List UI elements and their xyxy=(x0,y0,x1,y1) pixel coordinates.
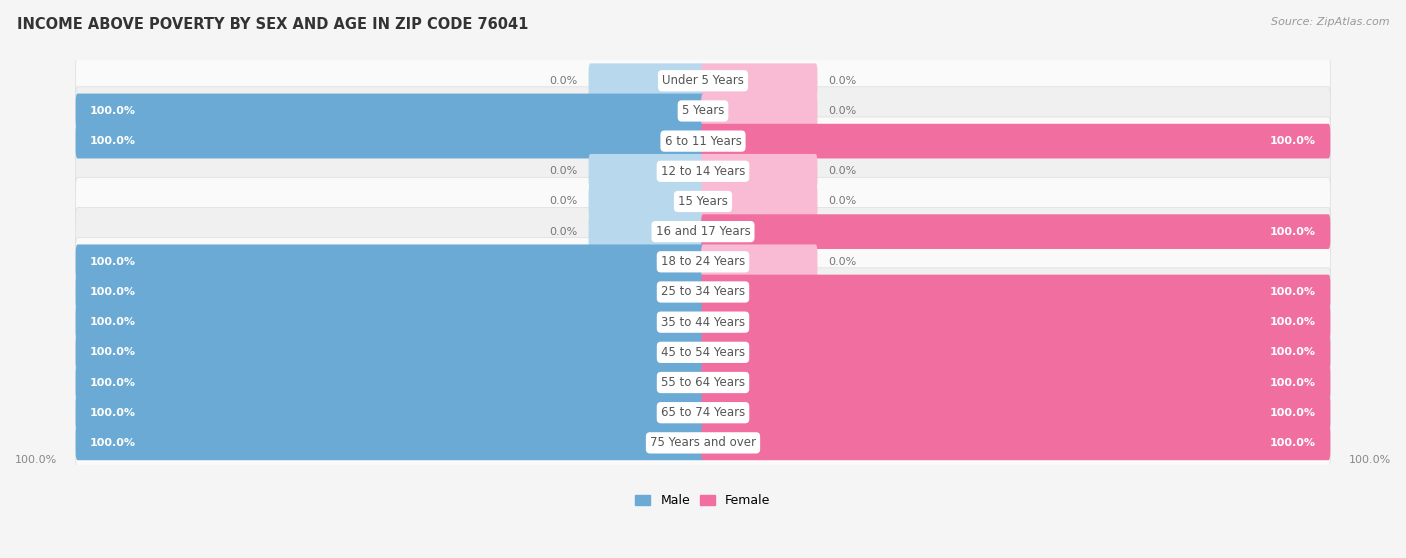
FancyBboxPatch shape xyxy=(76,117,1330,165)
FancyBboxPatch shape xyxy=(76,87,1330,135)
FancyBboxPatch shape xyxy=(702,365,1330,400)
FancyBboxPatch shape xyxy=(76,335,704,370)
FancyBboxPatch shape xyxy=(589,64,704,98)
Text: 100.0%: 100.0% xyxy=(1270,378,1316,387)
Text: 100.0%: 100.0% xyxy=(90,106,136,116)
Text: 0.0%: 0.0% xyxy=(550,166,578,176)
Text: 100.0%: 100.0% xyxy=(90,287,136,297)
FancyBboxPatch shape xyxy=(76,275,704,309)
FancyBboxPatch shape xyxy=(589,214,704,249)
Text: 12 to 14 Years: 12 to 14 Years xyxy=(661,165,745,178)
Text: 25 to 34 Years: 25 to 34 Years xyxy=(661,286,745,299)
FancyBboxPatch shape xyxy=(76,208,1330,256)
FancyBboxPatch shape xyxy=(702,64,817,98)
FancyBboxPatch shape xyxy=(76,305,704,339)
Text: 100.0%: 100.0% xyxy=(1270,408,1316,418)
FancyBboxPatch shape xyxy=(702,154,817,189)
Text: 16 and 17 Years: 16 and 17 Years xyxy=(655,225,751,238)
Text: 5 Years: 5 Years xyxy=(682,104,724,117)
Text: 100.0%: 100.0% xyxy=(1270,317,1316,327)
Text: 100.0%: 100.0% xyxy=(1348,455,1391,465)
FancyBboxPatch shape xyxy=(76,238,1330,286)
FancyBboxPatch shape xyxy=(702,335,1330,370)
Text: 100.0%: 100.0% xyxy=(1270,438,1316,448)
FancyBboxPatch shape xyxy=(702,214,1330,249)
Text: 65 to 74 Years: 65 to 74 Years xyxy=(661,406,745,419)
Text: 100.0%: 100.0% xyxy=(90,136,136,146)
Text: 100.0%: 100.0% xyxy=(1270,347,1316,357)
Text: 100.0%: 100.0% xyxy=(15,455,58,465)
FancyBboxPatch shape xyxy=(702,395,1330,430)
FancyBboxPatch shape xyxy=(702,94,817,128)
FancyBboxPatch shape xyxy=(702,244,817,279)
Text: 100.0%: 100.0% xyxy=(90,317,136,327)
Text: 0.0%: 0.0% xyxy=(550,227,578,237)
FancyBboxPatch shape xyxy=(702,426,1330,460)
Text: 100.0%: 100.0% xyxy=(1270,287,1316,297)
FancyBboxPatch shape xyxy=(76,328,1330,377)
Text: 0.0%: 0.0% xyxy=(828,106,856,116)
FancyBboxPatch shape xyxy=(702,305,1330,339)
Text: 100.0%: 100.0% xyxy=(90,257,136,267)
FancyBboxPatch shape xyxy=(76,147,1330,195)
Text: 100.0%: 100.0% xyxy=(90,408,136,418)
Text: 0.0%: 0.0% xyxy=(828,76,856,86)
FancyBboxPatch shape xyxy=(76,124,704,158)
Legend: Male, Female: Male, Female xyxy=(630,489,776,512)
FancyBboxPatch shape xyxy=(76,426,704,460)
FancyBboxPatch shape xyxy=(76,268,1330,316)
Text: 0.0%: 0.0% xyxy=(828,196,856,206)
Text: 100.0%: 100.0% xyxy=(90,438,136,448)
FancyBboxPatch shape xyxy=(702,275,1330,309)
Text: 100.0%: 100.0% xyxy=(90,378,136,387)
Text: 45 to 54 Years: 45 to 54 Years xyxy=(661,346,745,359)
FancyBboxPatch shape xyxy=(76,244,704,279)
FancyBboxPatch shape xyxy=(76,395,704,430)
FancyBboxPatch shape xyxy=(76,365,704,400)
Text: 100.0%: 100.0% xyxy=(90,347,136,357)
FancyBboxPatch shape xyxy=(76,298,1330,347)
Text: 100.0%: 100.0% xyxy=(1270,227,1316,237)
Text: 6 to 11 Years: 6 to 11 Years xyxy=(665,134,741,148)
FancyBboxPatch shape xyxy=(76,177,1330,225)
FancyBboxPatch shape xyxy=(702,184,817,219)
FancyBboxPatch shape xyxy=(76,418,1330,467)
Text: 35 to 44 Years: 35 to 44 Years xyxy=(661,316,745,329)
FancyBboxPatch shape xyxy=(589,154,704,189)
Text: 0.0%: 0.0% xyxy=(550,196,578,206)
Text: 55 to 64 Years: 55 to 64 Years xyxy=(661,376,745,389)
Text: Under 5 Years: Under 5 Years xyxy=(662,74,744,87)
FancyBboxPatch shape xyxy=(702,124,1330,158)
Text: 15 Years: 15 Years xyxy=(678,195,728,208)
Text: INCOME ABOVE POVERTY BY SEX AND AGE IN ZIP CODE 76041: INCOME ABOVE POVERTY BY SEX AND AGE IN Z… xyxy=(17,17,529,32)
FancyBboxPatch shape xyxy=(589,184,704,219)
Text: 0.0%: 0.0% xyxy=(550,76,578,86)
Text: 100.0%: 100.0% xyxy=(1270,136,1316,146)
FancyBboxPatch shape xyxy=(76,388,1330,437)
Text: 0.0%: 0.0% xyxy=(828,166,856,176)
FancyBboxPatch shape xyxy=(76,56,1330,105)
Text: 75 Years and over: 75 Years and over xyxy=(650,436,756,449)
Text: 0.0%: 0.0% xyxy=(828,257,856,267)
Text: Source: ZipAtlas.com: Source: ZipAtlas.com xyxy=(1271,17,1389,27)
FancyBboxPatch shape xyxy=(76,358,1330,407)
Text: 18 to 24 Years: 18 to 24 Years xyxy=(661,256,745,268)
FancyBboxPatch shape xyxy=(76,94,704,128)
